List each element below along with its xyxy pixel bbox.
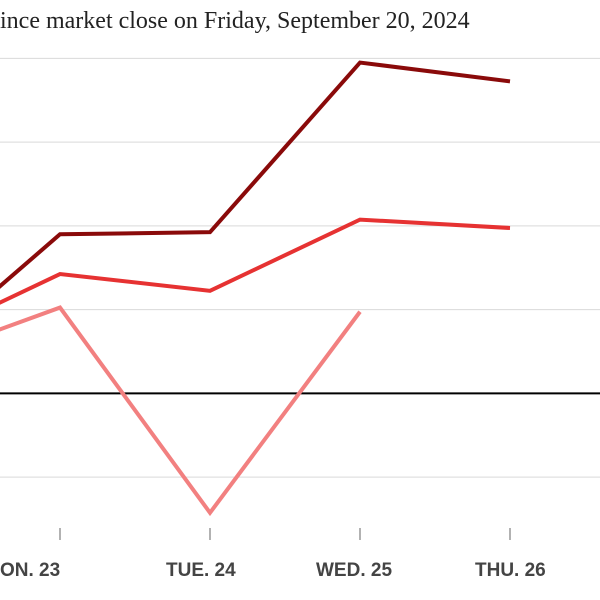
x-axis-label: TUE. 24 [166, 560, 236, 582]
chart-title: ince market close on Friday, September 2… [0, 8, 470, 35]
plot-area [0, 50, 600, 540]
plot-svg [0, 50, 600, 540]
stock-line-chart: ince market close on Friday, September 2… [0, 0, 600, 600]
x-axis-label: ON. 23 [0, 560, 60, 582]
x-axis-label: WED. 25 [316, 560, 392, 582]
x-axis-label: THU. 26 [475, 560, 546, 582]
x-axis-labels: ON. 23 TUE. 24 WED. 25 THU. 26 [0, 560, 600, 590]
